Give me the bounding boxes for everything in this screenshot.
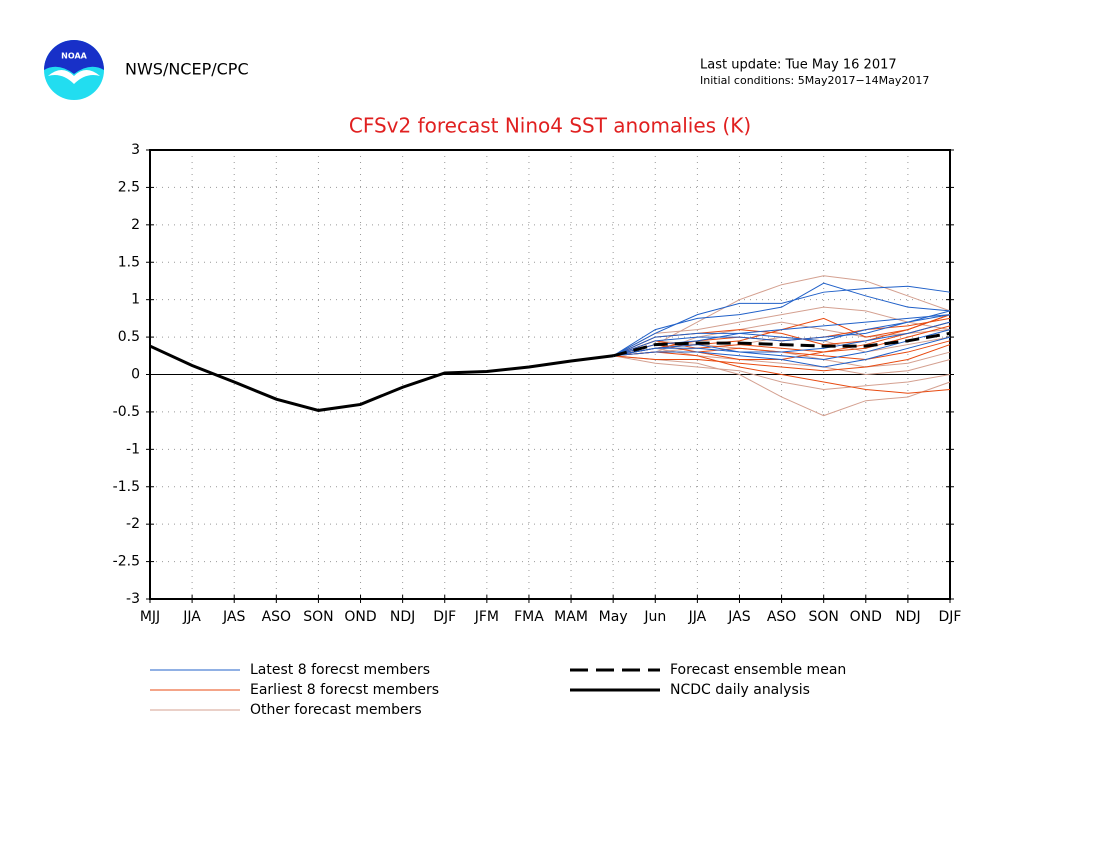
x-tick-label: OND <box>850 609 882 625</box>
series-line <box>149 344 614 412</box>
x-tick-label: JJA <box>182 609 201 625</box>
y-tick-label: 1.5 <box>118 254 140 270</box>
x-tick-label: JJA <box>688 609 707 625</box>
y-tick-label: 1 <box>131 292 140 308</box>
x-tick-label: JAS <box>727 609 750 625</box>
legend-label: Forecast ensemble mean <box>670 662 846 678</box>
y-tick-label: 2 <box>131 217 140 233</box>
member-line <box>613 336 951 368</box>
y-tick-label: -2.5 <box>113 554 140 570</box>
x-tick-label: OND <box>344 609 376 625</box>
member-line <box>613 355 951 417</box>
y-tick-label: -3 <box>126 591 140 607</box>
y-tick-label: 2.5 <box>118 179 140 195</box>
member-line <box>612 282 951 357</box>
logo-top <box>44 40 104 74</box>
member-line <box>613 275 951 357</box>
x-tick-label: ASO <box>767 609 796 625</box>
x-tick-label: JFM <box>474 609 499 625</box>
x-tick-label: MAM <box>554 609 588 625</box>
member-line <box>613 351 951 394</box>
y-tick-label: -1.5 <box>113 479 140 495</box>
noaa-logo: NOAA <box>44 40 104 100</box>
y-tick-label: -2 <box>126 516 140 532</box>
y-tick-label: -1 <box>126 441 140 457</box>
y-tick-label: 0.5 <box>118 329 140 345</box>
logo-text: NOAA <box>61 52 87 61</box>
legend-label: NCDC daily analysis <box>670 682 810 698</box>
member-line <box>612 285 951 357</box>
x-tick-label: DJF <box>433 609 456 625</box>
member-line <box>613 355 951 390</box>
member-line <box>612 314 951 357</box>
legend-label: Other forecast members <box>250 702 422 718</box>
member-line <box>612 306 951 357</box>
x-tick-label: JAS <box>222 609 245 625</box>
member-line <box>612 310 951 357</box>
agency: NWS/NCEP/CPC <box>125 60 249 79</box>
member-line <box>613 347 951 376</box>
last-update: Last update: Tue May 16 2017 <box>700 58 897 73</box>
x-tick-label: MJJ <box>140 609 160 625</box>
logo-gull <box>48 70 100 84</box>
x-tick-label: FMA <box>514 609 544 625</box>
y-tick-label: -0.5 <box>113 404 140 420</box>
x-tick-label: DJF <box>939 609 962 625</box>
series-line <box>612 331 951 358</box>
x-tick-label: May <box>599 609 628 625</box>
chart-title: CFSv2 forecast Nino4 SST anomalies (K) <box>349 114 751 138</box>
member-line <box>613 344 951 372</box>
x-tick-label: Jun <box>643 609 666 625</box>
y-tick-label: 3 <box>131 142 140 158</box>
legend-label: Latest 8 forecst members <box>250 662 430 678</box>
x-tick-label: ASO <box>262 609 291 625</box>
x-tick-label: NDJ <box>390 609 415 625</box>
initial-conditions: Initial conditions: 5May2017−14May2017 <box>700 74 929 87</box>
x-tick-label: SON <box>808 609 838 625</box>
x-tick-label: SON <box>303 609 333 625</box>
x-tick-label: NDJ <box>895 609 920 625</box>
member-line <box>613 329 951 361</box>
member-line <box>613 321 951 357</box>
y-tick-label: 0 <box>131 367 140 383</box>
member-line <box>613 314 951 357</box>
legend-label: Earliest 8 forecst members <box>250 682 439 698</box>
